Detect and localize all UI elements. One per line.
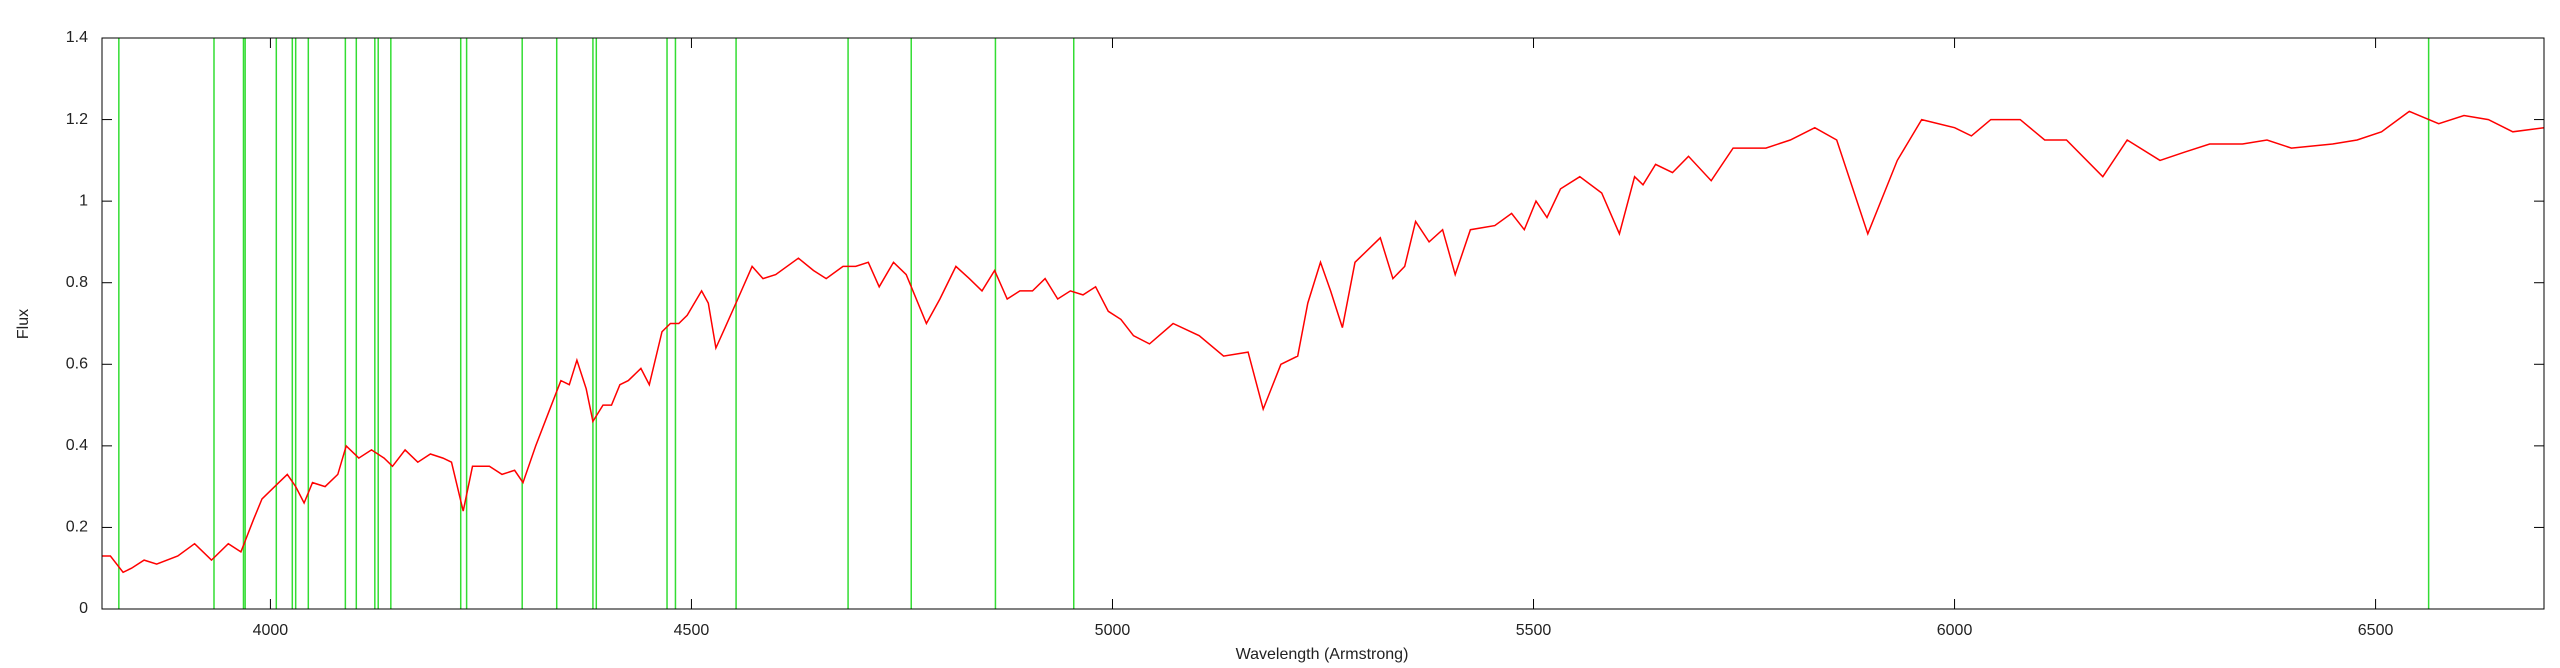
y-tick-label: 1	[79, 192, 88, 209]
y-tick-label: 1.4	[66, 29, 88, 46]
y-tick-label: 1.2	[66, 111, 88, 128]
x-tick-label: 4500	[674, 622, 710, 639]
x-tick-label: 5000	[1095, 622, 1131, 639]
y-tick-label: 0.4	[66, 437, 88, 454]
x-tick-label: 4000	[253, 622, 289, 639]
y-tick-label: 0	[79, 600, 88, 617]
y-tick-label: 0.8	[66, 274, 88, 291]
y-tick-label: 0.6	[66, 356, 88, 373]
y-axis-label: Flux	[15, 309, 32, 339]
x-tick-label: 6000	[1937, 622, 1973, 639]
plot-border	[101, 37, 2545, 610]
x-tick-label: 5500	[1516, 622, 1552, 639]
y-tick-label: 0.2	[66, 519, 88, 536]
x-axis-label: Wavelength (Armstrong)	[1236, 646, 1409, 663]
spectrum-line	[102, 110, 2545, 574]
x-tick-label: 6500	[2358, 622, 2394, 639]
